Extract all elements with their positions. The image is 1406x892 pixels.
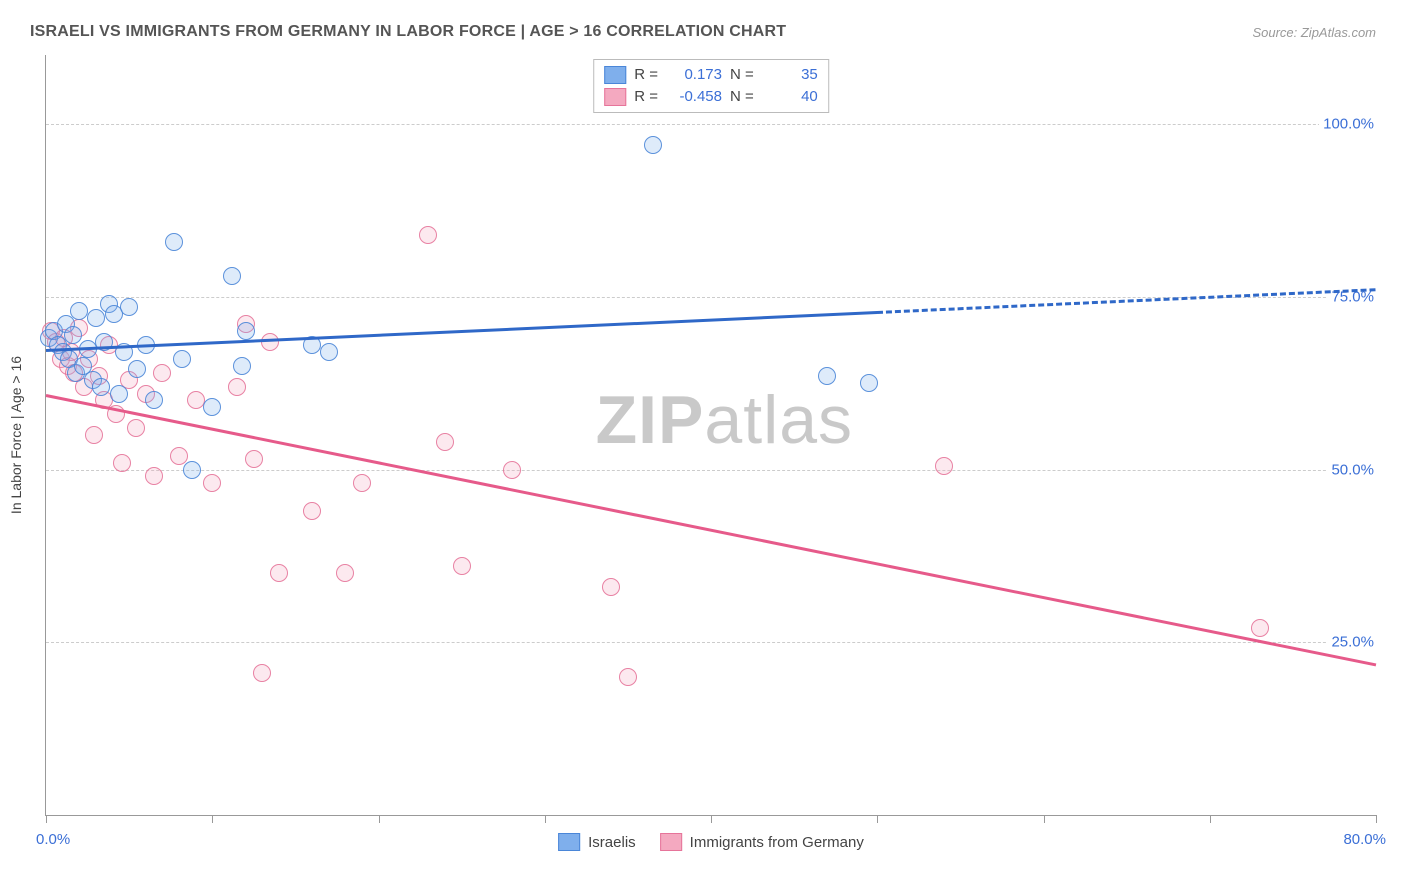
y-tick-label: 100.0% xyxy=(1319,116,1378,133)
scatter-point-b xyxy=(602,578,620,596)
scatter-point-b xyxy=(203,474,221,492)
gridline xyxy=(46,642,1376,643)
scatter-point-b xyxy=(419,226,437,244)
scatter-point-b xyxy=(303,502,321,520)
trend-line-a xyxy=(46,311,877,352)
x-axis-labels: 0.0% 80.0% xyxy=(46,831,1376,853)
r-value-b: -0.458 xyxy=(666,86,722,108)
y-tick-label: 25.0% xyxy=(1327,634,1378,651)
scatter-point-b xyxy=(353,474,371,492)
x-tick xyxy=(379,815,380,823)
source-attribution: Source: ZipAtlas.com xyxy=(1252,25,1376,40)
x-tick xyxy=(877,815,878,823)
scatter-point-a xyxy=(644,136,662,154)
x-max-label: 80.0% xyxy=(1343,831,1386,848)
legend-row-b: R = -0.458 N = 40 xyxy=(604,86,818,108)
scatter-point-a xyxy=(92,378,110,396)
scatter-point-b xyxy=(336,564,354,582)
scatter-point-a xyxy=(145,391,163,409)
scatter-point-b xyxy=(253,664,271,682)
scatter-point-a xyxy=(233,357,251,375)
y-axis-label: In Labor Force | Age > 16 xyxy=(8,356,24,514)
scatter-point-b xyxy=(113,454,131,472)
scatter-point-a xyxy=(128,360,146,378)
gridline xyxy=(46,470,1376,471)
scatter-point-a xyxy=(64,326,82,344)
scatter-point-a xyxy=(173,350,191,368)
scatter-point-a xyxy=(165,233,183,251)
n-label: N = xyxy=(730,64,754,86)
scatter-point-b xyxy=(145,467,163,485)
scatter-point-a xyxy=(818,367,836,385)
x-min-label: 0.0% xyxy=(36,831,70,848)
x-tick xyxy=(545,815,546,823)
chart-title: ISRAELI VS IMMIGRANTS FROM GERMANY IN LA… xyxy=(30,23,786,41)
scatter-point-b xyxy=(153,364,171,382)
n-value-b: 40 xyxy=(762,86,818,108)
y-tick-label: 50.0% xyxy=(1327,461,1378,478)
scatter-point-b xyxy=(935,457,953,475)
scatter-point-b xyxy=(245,450,263,468)
r-value-a: 0.173 xyxy=(666,64,722,86)
x-tick xyxy=(1376,815,1377,823)
scatter-point-a xyxy=(70,302,88,320)
n-label: N = xyxy=(730,86,754,108)
swatch-b-icon xyxy=(604,88,626,106)
scatter-point-a xyxy=(203,398,221,416)
watermark: ZIPatlas xyxy=(596,381,853,459)
x-tick xyxy=(46,815,47,823)
scatter-point-b xyxy=(453,557,471,575)
scatter-point-a xyxy=(183,461,201,479)
scatter-point-a xyxy=(320,343,338,361)
r-label: R = xyxy=(634,86,658,108)
scatter-point-b xyxy=(127,419,145,437)
scatter-point-b xyxy=(228,378,246,396)
scatter-point-a xyxy=(223,267,241,285)
scatter-point-b xyxy=(270,564,288,582)
scatter-point-a xyxy=(120,298,138,316)
x-tick xyxy=(711,815,712,823)
scatter-point-b xyxy=(619,668,637,686)
correlation-legend: R = 0.173 N = 35 R = -0.458 N = 40 xyxy=(593,59,829,113)
scatter-point-b xyxy=(187,391,205,409)
gridline xyxy=(46,124,1376,125)
x-tick xyxy=(1044,815,1045,823)
x-tick xyxy=(1210,815,1211,823)
x-tick xyxy=(212,815,213,823)
scatter-point-b xyxy=(503,461,521,479)
scatter-point-a xyxy=(87,309,105,327)
scatter-point-b xyxy=(85,426,103,444)
scatter-point-a xyxy=(237,322,255,340)
scatter-point-a xyxy=(110,385,128,403)
scatter-point-a xyxy=(860,374,878,392)
scatter-point-b xyxy=(436,433,454,451)
legend-row-a: R = 0.173 N = 35 xyxy=(604,64,818,86)
scatter-point-b xyxy=(1251,619,1269,637)
r-label: R = xyxy=(634,64,658,86)
plot-area: In Labor Force | Age > 16 ZIPatlas R = 0… xyxy=(45,55,1376,816)
trend-line-a-extrap xyxy=(877,288,1376,314)
trend-line-b xyxy=(46,394,1377,666)
n-value-a: 35 xyxy=(762,64,818,86)
swatch-a-icon xyxy=(604,66,626,84)
